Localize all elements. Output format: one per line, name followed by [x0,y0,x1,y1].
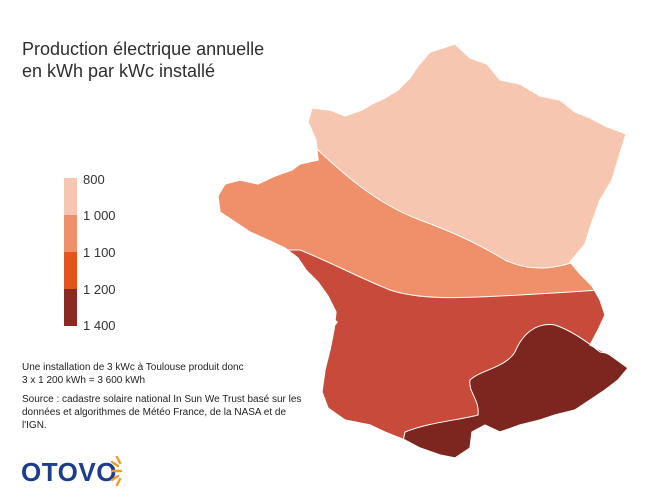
example-calculation: Une installation de 3 kWc à Toulouse pro… [22,361,312,387]
legend-tick-1200: 1 200 [83,282,116,297]
sun-icon [110,455,123,487]
calc-line-1: Une installation de 3 kWc à Toulouse pro… [22,362,244,373]
legend-swatch-1200-1400 [64,289,77,326]
legend-tick-800: 800 [83,172,105,187]
legend-swatch-1100-1200 [64,252,77,289]
map-title: Production électrique annuelle en kWh pa… [22,38,322,82]
otovo-logo: OTOVO [21,452,123,488]
legend-tick-1400: 1 400 [83,318,116,333]
title-line-2: en kWh par kWc installé [22,61,216,81]
source-text: Source : cadastre solaire national In Su… [22,394,302,431]
calc-line-2: 3 x 1 200 kWh = 3 600 kWh [22,375,146,386]
legend-swatch-1000-1100 [64,215,77,252]
logo-text: OTOVO [21,457,117,487]
title-line-1: Production électrique annuelle [22,39,265,59]
legend-swatch-800-1000 [64,178,77,215]
legend-tick-1000: 1 000 [83,208,116,223]
estuary [326,312,338,330]
notes: Une installation de 3 kWc à Toulouse pro… [22,361,312,432]
legend-tick-1100: 1 100 [83,245,116,260]
